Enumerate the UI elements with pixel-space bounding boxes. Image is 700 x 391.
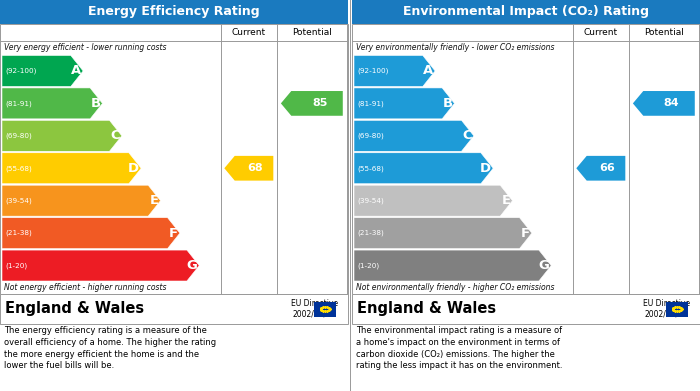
Polygon shape [2,218,180,249]
Text: G: G [186,259,197,272]
Bar [352,294,700,324]
Text: G: G [538,259,550,272]
Text: Environmental Impact (CO₂) Rating: Environmental Impact (CO₂) Rating [403,5,649,18]
Text: Potential: Potential [292,28,332,37]
Bar [0,294,348,324]
Text: (69-80): (69-80) [357,133,384,139]
Text: 84: 84 [664,99,680,108]
Text: (39-54): (39-54) [5,197,32,204]
Text: B: B [442,97,452,110]
Polygon shape [2,56,83,86]
Polygon shape [2,250,199,281]
Text: 85: 85 [312,99,328,108]
Polygon shape [354,185,512,216]
Text: (21-38): (21-38) [357,230,384,236]
Text: Current: Current [584,28,618,37]
Polygon shape [354,250,551,281]
Text: (81-91): (81-91) [357,100,384,107]
Polygon shape [224,156,273,181]
Text: (92-100): (92-100) [357,68,388,74]
Polygon shape [354,56,435,86]
Polygon shape [633,91,695,116]
Text: The environmental impact rating is a measure of
a home's impact on the environme: The environmental impact rating is a mea… [356,326,563,370]
Bar [314,301,336,316]
Polygon shape [354,218,532,249]
Text: (55-68): (55-68) [357,165,384,172]
Text: B: B [90,97,101,110]
Text: A: A [423,65,433,77]
Polygon shape [2,185,160,216]
Bar [0,0,348,24]
Polygon shape [2,88,102,119]
Text: C: C [462,129,472,142]
Text: D: D [128,162,139,175]
Text: (21-38): (21-38) [5,230,32,236]
Polygon shape [354,153,493,184]
Bar [352,0,700,24]
Text: Current: Current [232,28,266,37]
Text: D: D [480,162,491,175]
Text: Very energy efficient - lower running costs: Very energy efficient - lower running co… [4,43,167,52]
Text: Not energy efficient - higher running costs: Not energy efficient - higher running co… [4,283,167,292]
Text: Energy Efficiency Rating: Energy Efficiency Rating [88,5,260,18]
Bar [352,24,700,294]
Text: F: F [169,227,178,240]
Text: England & Wales: England & Wales [5,301,144,316]
Text: EU Directive
2002/91/EC: EU Directive 2002/91/EC [643,299,691,319]
Text: The energy efficiency rating is a measure of the
overall efficiency of a home. T: The energy efficiency rating is a measur… [4,326,216,370]
Polygon shape [576,156,625,181]
Text: E: E [501,194,510,207]
Text: EU Directive
2002/91/EC: EU Directive 2002/91/EC [291,299,339,319]
Text: E: E [149,194,158,207]
Text: (92-100): (92-100) [5,68,36,74]
Text: Not environmentally friendly - higher CO₂ emissions: Not environmentally friendly - higher CO… [356,283,554,292]
Text: England & Wales: England & Wales [357,301,496,316]
Text: 68: 68 [247,163,262,173]
Text: (69-80): (69-80) [5,133,32,139]
Text: (55-68): (55-68) [5,165,32,172]
Bar [0,24,348,294]
Polygon shape [281,91,343,116]
Text: (81-91): (81-91) [5,100,32,107]
Polygon shape [354,88,454,119]
Polygon shape [354,120,474,151]
Polygon shape [2,153,141,184]
Polygon shape [2,120,122,151]
Text: Potential: Potential [644,28,684,37]
Text: (1-20): (1-20) [357,262,379,269]
Text: F: F [521,227,530,240]
Bar [666,301,688,316]
Text: A: A [71,65,81,77]
Text: (1-20): (1-20) [5,262,27,269]
Text: C: C [110,129,120,142]
Text: (39-54): (39-54) [357,197,384,204]
Text: 66: 66 [599,163,615,173]
Text: Very environmentally friendly - lower CO₂ emissions: Very environmentally friendly - lower CO… [356,43,554,52]
